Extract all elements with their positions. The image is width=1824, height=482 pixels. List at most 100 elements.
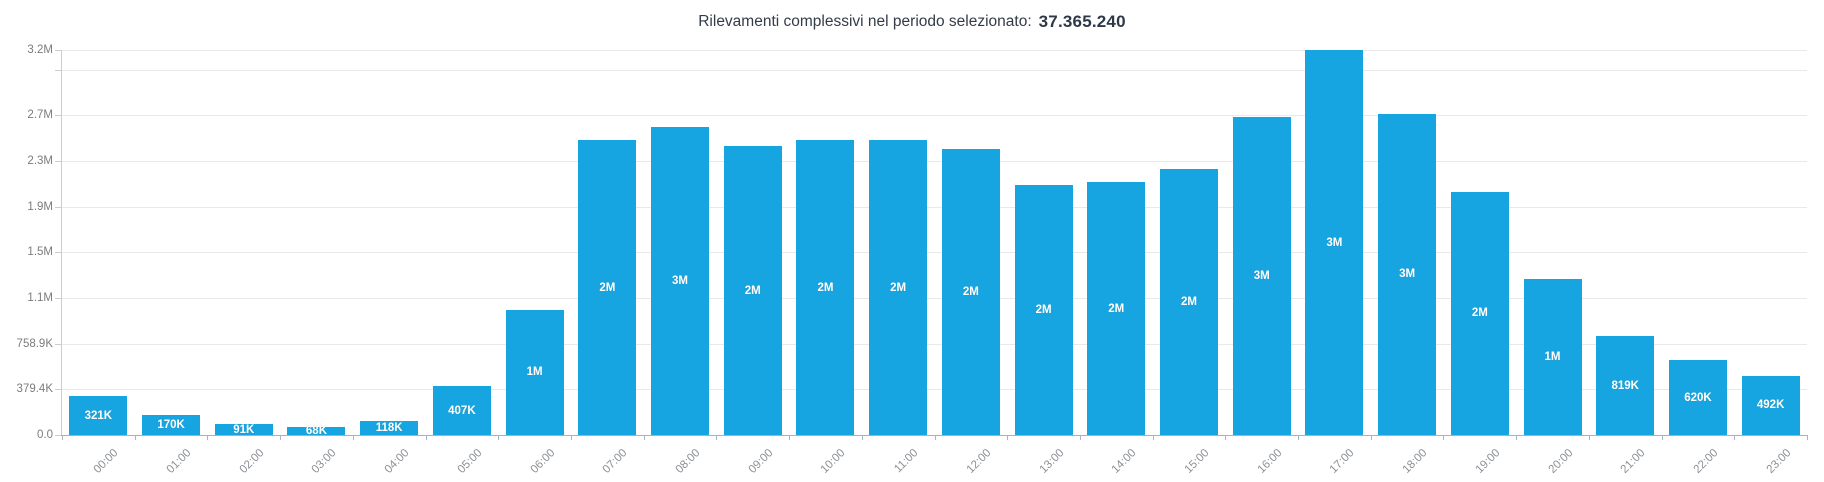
y-axis-label: 2.7M: [27, 109, 53, 122]
bar[interactable]: 2M: [1014, 184, 1073, 435]
x-axis-tick: [425, 435, 427, 440]
x-axis-category-label: 11:00: [892, 447, 921, 476]
bar-value-label: 2M: [1035, 303, 1052, 316]
y-axis-label: 2.3M: [27, 155, 53, 168]
x-axis-tick: [207, 435, 209, 440]
y-axis-label: 0.0: [37, 429, 53, 441]
bar-value-label: 321K: [84, 409, 113, 422]
bar-value-label: 2M: [817, 281, 834, 294]
bar[interactable]: 2M: [578, 140, 637, 435]
x-axis-category-label: 07:00: [600, 447, 630, 476]
bar[interactable]: 620K: [1668, 360, 1727, 435]
bar[interactable]: 68K: [287, 424, 346, 437]
x-axis-category-label: 21:00: [1618, 447, 1648, 476]
plot-area: 0.0 379.4K 758.9K 1.1M 1.5M 1.9M 2.3M 2.7M 3.2M 3…: [17, 44, 1808, 476]
bar-value-label: 492K: [1756, 399, 1785, 412]
x-axis-category-label: 12:00: [964, 447, 994, 476]
bar[interactable]: 2M: [723, 146, 782, 435]
x-axis-category-label: 22:00: [1691, 447, 1721, 476]
x-axis-category-label: 02:00: [237, 447, 267, 476]
bar-value-label: 2M: [1471, 307, 1488, 320]
bar[interactable]: 2M: [941, 148, 1000, 435]
bar[interactable]: 2M: [1159, 169, 1218, 435]
bar[interactable]: 321K: [69, 396, 128, 435]
bar-value-label: 2M: [1180, 296, 1197, 309]
x-axis-tick: [643, 435, 645, 440]
x-axis-category-label: 14:00: [1109, 447, 1139, 476]
bar[interactable]: 2M: [869, 140, 928, 435]
bar[interactable]: 91K: [214, 424, 273, 436]
x-axis-tick: [1079, 435, 1081, 440]
bar-value-label: 620K: [1684, 391, 1712, 404]
x-axis-category-label: 23:00: [1764, 447, 1794, 476]
y-axis-line: [61, 50, 62, 436]
x-axis-tick: [498, 435, 500, 440]
bar[interactable]: 3M: [1305, 50, 1364, 435]
x-axis-category-label: 00:00: [91, 447, 121, 476]
x-axis-tick: [1007, 435, 1009, 440]
chart-title: Rilevamenti complessivi nel periodo sele…: [0, 8, 1824, 36]
gridline: [62, 206, 1807, 208]
x-axis-tick: [570, 435, 572, 440]
bar[interactable]: 3M: [651, 127, 710, 435]
x-axis-tick: [1516, 435, 1518, 440]
bar[interactable]: 3M: [1232, 117, 1291, 435]
x-axis-tick: [1152, 435, 1154, 440]
bar[interactable]: 118K: [360, 420, 419, 435]
bar-value-label: 819K: [1611, 379, 1639, 392]
bar[interactable]: 2M: [796, 140, 855, 435]
y-axis-tick: [55, 252, 61, 254]
bar[interactable]: 2M: [1087, 182, 1146, 435]
bar-value-label: 170K: [157, 418, 185, 431]
y-axis-label: 1.1M: [27, 292, 53, 305]
y-axis-tick: [55, 50, 61, 51]
gridline: [62, 50, 1807, 51]
x-axis-category-label: 01:00: [164, 447, 194, 476]
x-axis-tick: [1734, 435, 1736, 440]
x-axis-tick: [62, 435, 63, 440]
y-axis-tick: [55, 435, 61, 436]
x-axis-category-label: 03:00: [310, 447, 339, 476]
x-axis-category-label: 15:00: [1182, 447, 1212, 476]
bar[interactable]: 492K: [1741, 375, 1800, 435]
x-axis-category-label: 06:00: [528, 447, 558, 476]
gridline: [62, 252, 1807, 254]
x-axis-tick: [352, 435, 354, 440]
x-axis-category-label: 19:00: [1473, 447, 1503, 476]
gridline: [62, 389, 1807, 391]
bar[interactable]: 819K: [1596, 336, 1655, 435]
bar[interactable]: 407K: [432, 386, 491, 435]
bar-value-label: 3M: [672, 275, 688, 287]
bar-value-label: 2M: [744, 284, 761, 297]
x-axis-category-label: 05:00: [455, 447, 485, 476]
bar[interactable]: 1M: [1523, 278, 1582, 435]
bar[interactable]: 170K: [142, 414, 201, 435]
x-axis-category-label: 09:00: [746, 447, 776, 476]
x-axis-category-label: 20:00: [1546, 447, 1576, 476]
x-axis-tick: [1661, 435, 1663, 440]
bar-value-label: 68K: [305, 424, 328, 437]
y-axis-tick: [55, 343, 61, 345]
y-axis-tick: [55, 161, 61, 163]
y-axis-label: 3.2M: [27, 44, 53, 56]
x-axis-tick: [789, 435, 791, 440]
x-axis-tick: [716, 435, 718, 440]
bar-value-label: 1M: [1544, 350, 1561, 363]
x-axis-category-label: 18:00: [1400, 447, 1430, 476]
bar[interactable]: 3M: [1378, 113, 1437, 435]
y-axis-label: 1.9M: [27, 200, 53, 213]
x-axis-line: [61, 435, 1807, 436]
gridline: [62, 343, 1807, 345]
x-axis-tick: [934, 435, 936, 440]
x-axis-tick: [1807, 435, 1808, 440]
gridline: [62, 69, 1807, 71]
bar-value-label: 2M: [890, 281, 907, 294]
bar-value-label: 407K: [448, 404, 476, 417]
x-axis-tick: [1588, 435, 1590, 440]
bar[interactable]: 1M: [505, 309, 564, 435]
gridline: [62, 161, 1807, 163]
bar[interactable]: 2M: [1450, 191, 1509, 435]
x-axis-tick: [1370, 435, 1372, 440]
